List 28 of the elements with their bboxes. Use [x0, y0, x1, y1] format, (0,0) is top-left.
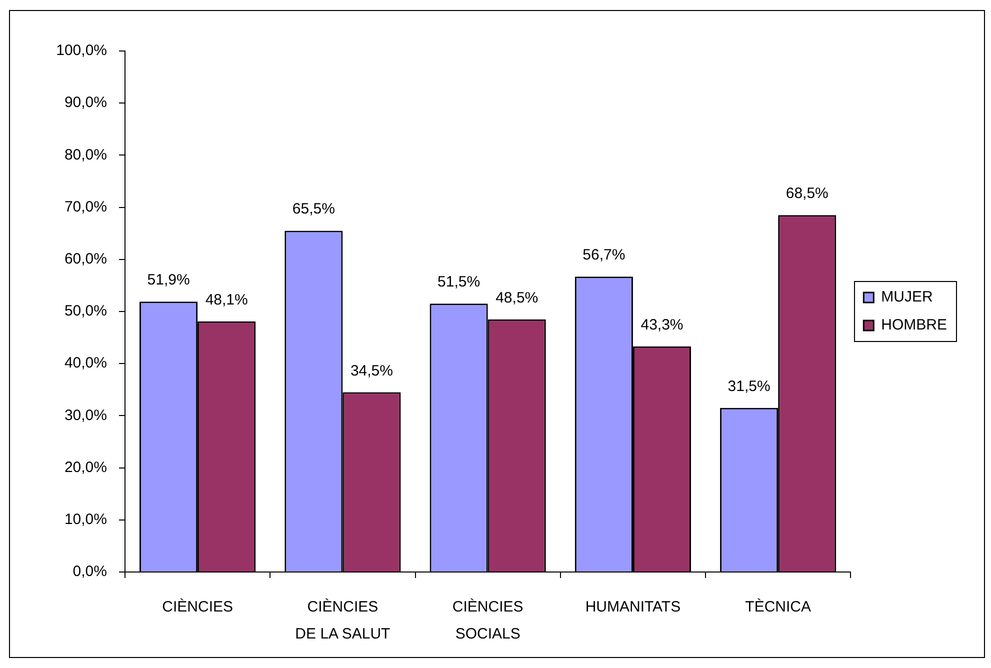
y-tick-label: 70,0% [64, 198, 107, 216]
y-tick-label: 40,0% [64, 354, 107, 372]
data-label: 31,5% [728, 378, 770, 395]
legend-label: HOMBRE [881, 316, 948, 334]
legend-label: MUJER [881, 288, 933, 306]
data-label: 48,1% [205, 291, 248, 308]
y-tick-label: 30,0% [64, 406, 107, 424]
y-tick-label: 10,0% [64, 511, 107, 528]
x-tick-label: TÈCNICA [745, 598, 812, 616]
data-label: 56,7% [582, 246, 626, 264]
x-tick-label: CIÈNCIES [162, 598, 233, 616]
data-label: 68,5% [786, 185, 828, 202]
y-tick-label: 60,0% [64, 250, 107, 268]
data-label: 65,5% [292, 200, 335, 218]
y-tick-label: 100,0% [56, 42, 107, 60]
x-tick-label: HUMANITATS [585, 598, 681, 616]
x-tick-label: CIÈNCIES DE LA SALUT [295, 598, 390, 643]
data-label: 51,5% [438, 274, 480, 291]
y-tick-label: 20,0% [64, 458, 107, 476]
y-tick-label: 80,0% [64, 146, 107, 164]
data-label: 51,9% [147, 272, 190, 289]
y-tick-label: 0,0% [72, 563, 107, 580]
y-tick-label: 90,0% [64, 94, 107, 112]
y-tick-label: 50,0% [64, 302, 107, 320]
data-label: 34,5% [350, 362, 393, 380]
data-label: 48,5% [496, 289, 538, 306]
data-label: 43,3% [640, 316, 684, 334]
x-tick-label: CIÈNCIES SOCIALS [452, 598, 524, 643]
